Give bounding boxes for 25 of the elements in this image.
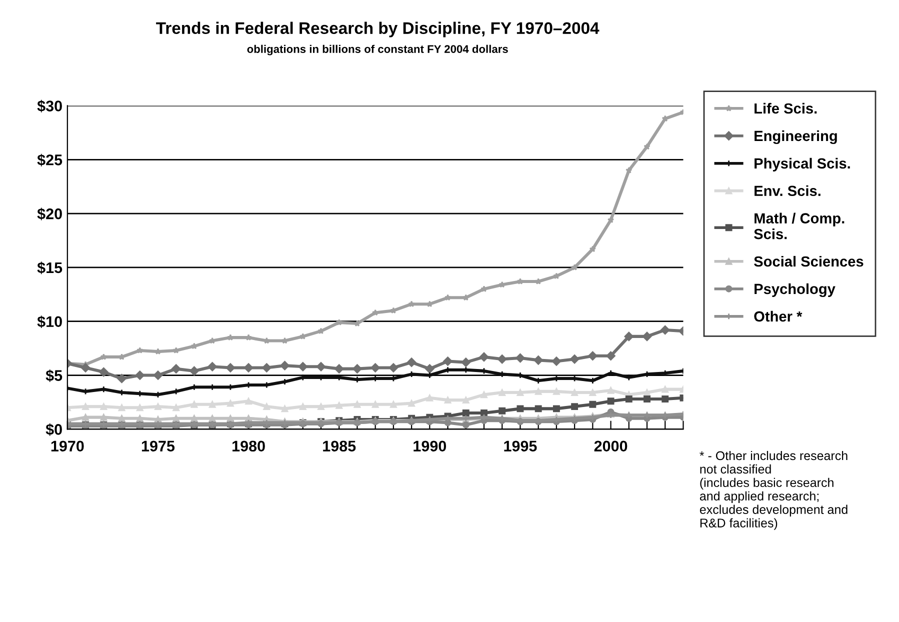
y-tick-label: $20 — [37, 208, 62, 220]
y-tick-label: $25 — [37, 154, 62, 166]
chart-title: Trends in Federal Research by Discipline, FY 1970–2004 — [156, 22, 600, 38]
x-tick-label: 1980 — [232, 440, 265, 452]
legend-label: Life Scis. — [754, 102, 817, 114]
y-tick-label: $15 — [37, 262, 62, 274]
text: * - Other includes research not classified (includes basic research and applied research; excludes development and R&D facilities) — [700, 450, 848, 530]
y-tick-label: $5 — [46, 369, 62, 382]
chart-subtitle: obligations in billions of constant FY 2004 dollars — [247, 44, 508, 56]
x-tick-label: 1985 — [323, 440, 356, 452]
y-tick-label: $0 — [46, 423, 62, 436]
legend-label: Social Sciences — [754, 256, 864, 267]
x-tick-label: 1970 — [51, 440, 84, 452]
x-tick-label: 1990 — [414, 440, 446, 452]
legend-label: Engineering — [754, 130, 837, 144]
y-tick-label: $10 — [37, 316, 62, 328]
legend-label: Physical Scis. — [754, 158, 850, 172]
y-tick-label: $30 — [37, 100, 62, 112]
legend-label: Math / Comp. Scis. — [754, 212, 844, 240]
legend-label: Env. Scis. — [754, 185, 820, 196]
legend-label: Psychology — [754, 283, 836, 298]
x-tick-label: 2000 — [594, 440, 628, 452]
x-tick-label: 1995 — [504, 440, 537, 452]
x-tick-label: 1975 — [142, 440, 175, 452]
legend-label: Other * — [754, 310, 802, 322]
